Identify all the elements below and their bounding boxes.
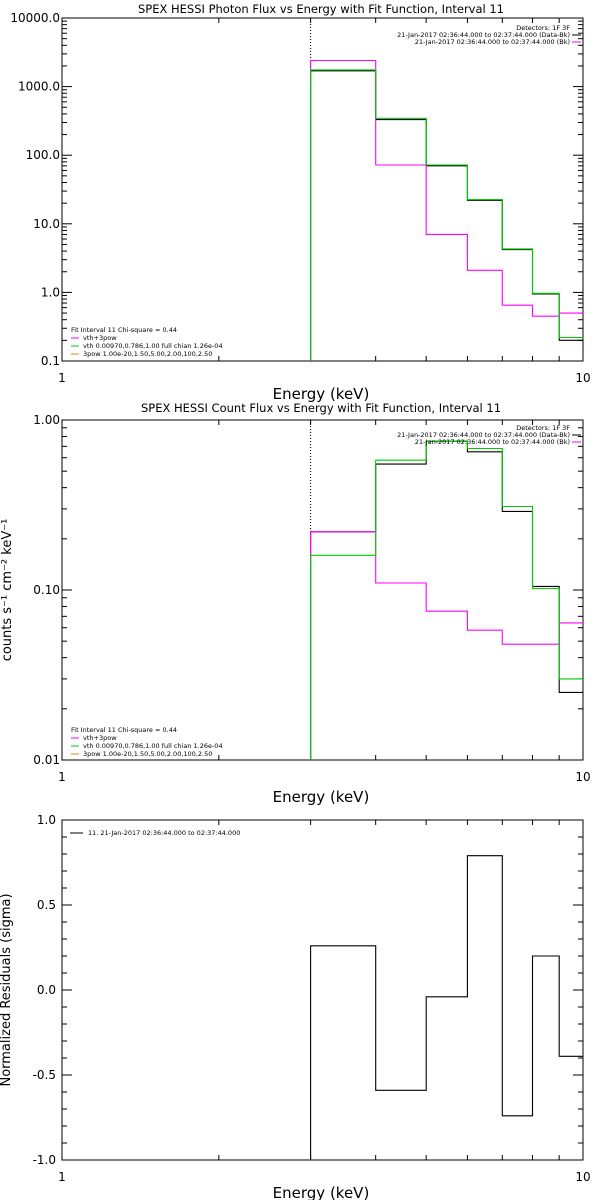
residuals-y-tick-label: 1.0: [37, 813, 56, 827]
count-flux-title: SPEX HESSI Count Flux vs Energy with Fit…: [141, 401, 501, 415]
photon-flux-legend: Detectors: 1F 3F 21-Jan-2017 02:36:44.00…: [397, 24, 581, 46]
residuals-marks: [310, 855, 583, 1160]
photon-flux-series-2-step-line: [310, 69, 583, 361]
photon-flux-legend-bk: 21-Jan-2017 02:36:44.000 to 02:37:44.000…: [415, 38, 570, 46]
photon-flux-y-tick-label: 1000.0: [18, 80, 60, 94]
residuals-y-tick-label: 0.0: [37, 983, 56, 997]
residuals-plot-frame: [61, 819, 584, 1161]
residuals-panel: 1 10 -1.0 -0.5 0.0 0.5 1.0 Energy (keV) Normal…: [0, 813, 591, 1200]
residuals-x-tick-label: 10: [575, 1170, 590, 1184]
count-flux-y-tick-label: 1.00: [33, 413, 60, 427]
photon-flux-fit-line-3: 3pow 1.00e-20,1.50,5.00,2.00,100,2.50: [83, 350, 212, 358]
count-flux-y-axis-label: counts s⁻¹ cm⁻² keV⁻¹: [0, 519, 15, 662]
photon-flux-legend-header: Detectors: 1F 3F: [516, 24, 570, 32]
count-flux-fit-info: Fit Interval 11 Chi-square = 0.44 vth+3p…: [71, 726, 223, 758]
count-flux-marks: [310, 420, 583, 760]
count-flux-legend-data-bk: 21-Jan-2017 02:36:44.000 to 02:37:44.000…: [397, 431, 570, 439]
photon-flux-plot-frame: [61, 17, 584, 362]
residuals-legend-entry: 11. 21-Jan-2017 02:36:44.000 to 02:37:44…: [88, 829, 240, 837]
count-flux-y-tick-label: 0.10: [33, 583, 60, 597]
count-flux-legend-bk: 21-Jan-2017 02:36:44.000 to 02:37:44.000…: [415, 438, 570, 446]
photon-flux-y-tick-label: 0.1: [41, 354, 60, 368]
residuals-y-tick-label: -0.5: [33, 1068, 56, 1082]
photon-flux-x-axis-label: Energy (keV): [273, 385, 370, 403]
photon-flux-y-tick-label: 100.0: [26, 148, 60, 162]
photon-flux-series-0-step-line: [310, 70, 583, 361]
photon-flux-title: SPEX HESSI Photon Flux vs Energy with Fi…: [138, 2, 504, 16]
photon-flux-fit-info: Fit Interval 11 Chi-square = 0.44 vth+3p…: [71, 326, 223, 358]
count-flux-legend: Detectors: 1F 3F 21-Jan-2017 02:36:44.00…: [397, 424, 581, 446]
residuals-y-axis-label: Normalized Residuals (sigma): [0, 893, 14, 1086]
photon-flux-fit-header: Fit Interval 11 Chi-square = 0.44: [71, 326, 177, 334]
count-flux-series-2-step-line: [310, 440, 583, 760]
count-flux-fit-line-2: vth 0.00970,0.786,1.00 full chian 1.26e-…: [83, 742, 223, 750]
count-flux-fit-header: Fit Interval 11 Chi-square = 0.44: [71, 726, 177, 734]
residuals-series-0-step-line: [310, 855, 583, 1160]
residuals-y-tick-label: -1.0: [33, 1153, 56, 1167]
photon-flux-y-tick-label: 1.0: [41, 285, 60, 299]
photon-flux-y-tick-label: 10000.0: [10, 11, 60, 25]
count-flux-axes: 1 10 0.01 0.10 1.00: [33, 413, 590, 784]
count-flux-y-tick-label: 0.01: [33, 753, 60, 767]
count-flux-legend-header: Detectors: 1F 3F: [516, 424, 570, 432]
photon-flux-legend-data-bk: 21-Jan-2017 02:36:44.000 to 02:37:44.000…: [397, 31, 570, 39]
photon-flux-marks: [310, 18, 583, 361]
count-flux-series-1-step-line: [310, 531, 583, 760]
photon-flux-series-1-step-line: [310, 59, 583, 361]
photon-flux-x-tick-label: 10: [575, 371, 590, 385]
photon-flux-fit-line-2: vth 0.00970,0.786,1.00 full chian 1.26e-…: [83, 342, 223, 350]
count-flux-fit-line-1: vth+3pow: [83, 734, 117, 742]
residuals-legend: 11. 21-Jan-2017 02:36:44.000 to 02:37:44…: [70, 829, 240, 837]
count-flux-fit-line-3: 3pow 1.00e-20,1.50,5.00,2.00,100,2.50: [83, 750, 212, 758]
photon-flux-fit-line-1: vth+3pow: [83, 334, 117, 342]
residuals-x-axis-label: Energy (keV): [273, 1184, 370, 1200]
photon-flux-panel: SPEX HESSI Photon Flux vs Energy with Fi…: [10, 2, 590, 403]
count-flux-panel: SPEX HESSI Count Flux vs Energy with Fit…: [0, 401, 591, 806]
count-flux-x-axis-label: Energy (keV): [273, 788, 370, 806]
photon-flux-y-tick-label: 10.0: [33, 217, 60, 231]
residuals-y-tick-label: 0.5: [37, 898, 56, 912]
count-flux-x-tick-label: 1: [58, 770, 66, 784]
residuals-x-tick-label: 1: [58, 1170, 66, 1184]
count-flux-plot-frame: [61, 419, 584, 761]
count-flux-series-0-step-line: [310, 440, 583, 760]
count-flux-x-tick-label: 10: [575, 770, 590, 784]
photon-flux-x-tick-label: 1: [58, 371, 66, 385]
photon-flux-axes: 1 10 0.1 1.0 10.0 100.0 1000.0 10000.0: [10, 11, 590, 385]
residuals-axes: 1 10 -1.0 -0.5 0.0 0.5 1.0: [33, 813, 591, 1184]
